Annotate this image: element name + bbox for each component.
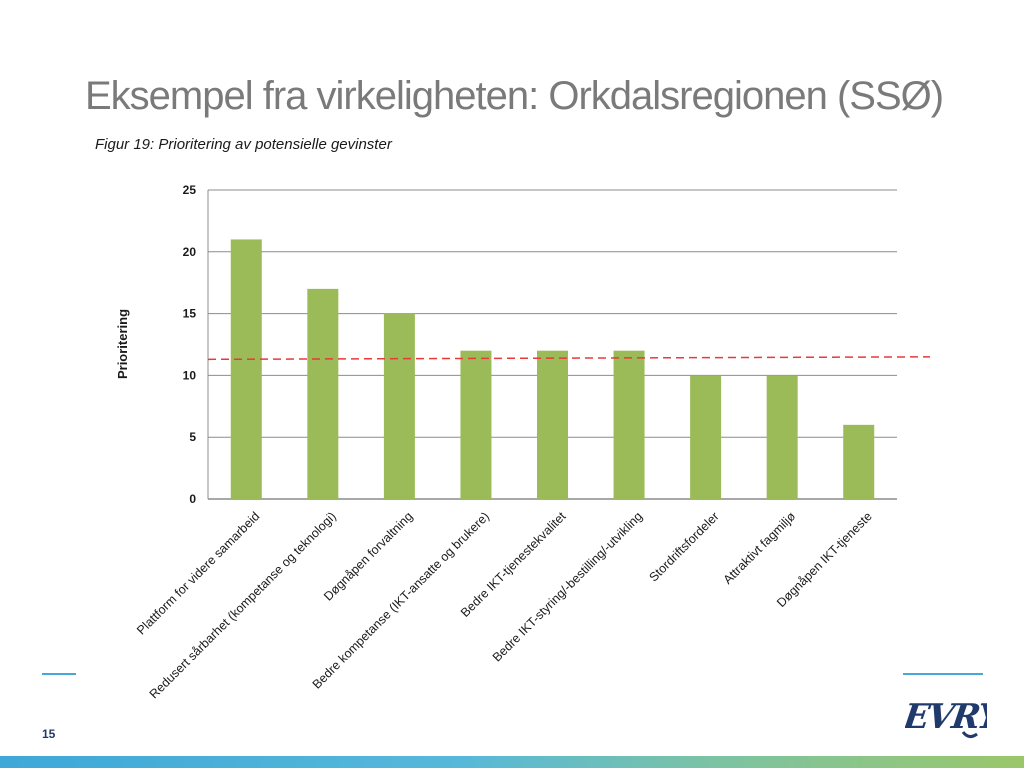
y-tick-label: 0 [189, 492, 196, 506]
bar [460, 350, 492, 499]
page-number: 15 [42, 727, 56, 741]
x-tick-label: Plattform for videre samarbeid [134, 509, 262, 637]
x-tick-label: Stordriftsfordeler [646, 509, 721, 584]
slide-title: Eksempel fra virkeligheten: Orkdalsregio… [85, 74, 944, 118]
y-tick-labels: 0 5 10 15 20 25 [183, 183, 197, 506]
evry-logo-mark: EVRY [900, 697, 1008, 739]
bar [383, 313, 415, 499]
y-axis-label: Prioritering [115, 309, 130, 379]
accent-rule-right [903, 673, 983, 675]
y-tick-label: 15 [183, 307, 197, 321]
bar-chart: 0 5 10 15 20 25 Plattform for videre samarbei… [115, 183, 931, 702]
y-tick-label: 5 [189, 430, 196, 444]
x-tick-label: Bedre kompetanse (IKT-ansatte og brukere… [310, 509, 492, 691]
accent-rule-left [42, 673, 76, 675]
reference-line [207, 356, 931, 361]
bars [230, 239, 875, 499]
bar [537, 350, 568, 499]
bar [843, 424, 875, 499]
figure-caption: Figur 19: Prioritering av potensielle ge… [95, 136, 392, 153]
y-tick-label: 20 [183, 245, 197, 259]
bar [230, 239, 262, 499]
bar [613, 350, 645, 499]
bottom-color-band [0, 756, 1024, 768]
x-tick-label: Bedre IKT-styring/-bestilling/-utvikling [490, 509, 645, 664]
bar [307, 288, 339, 499]
svg-text:EVRY: EVRY [905, 697, 987, 737]
reference-line-group [207, 356, 931, 361]
bar [766, 375, 798, 499]
evry-logo: EVRY [900, 694, 1008, 742]
x-tick-label: Attraktivt fagmiljø [721, 509, 799, 587]
bar [690, 375, 722, 499]
y-tick-label: 10 [183, 368, 197, 382]
y-tick-label: 25 [183, 183, 197, 197]
